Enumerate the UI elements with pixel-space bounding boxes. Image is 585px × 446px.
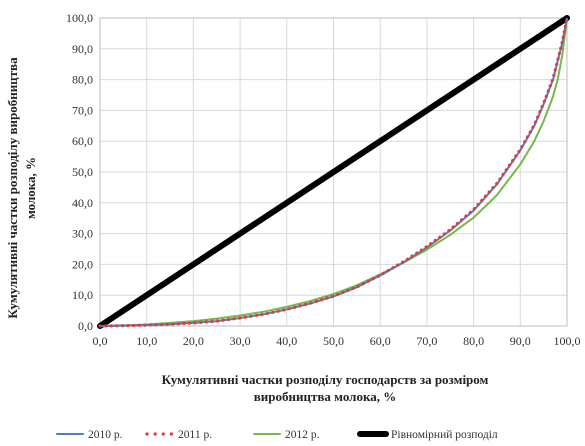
x-tick-label: 50,0	[323, 334, 344, 348]
x-axis-title-line-1: Кумулятивні частки розподілу господарств…	[162, 372, 489, 387]
y-tick-label: 30,0	[72, 227, 93, 241]
y-tick-label: 0,0	[78, 319, 93, 333]
legend: 2010 р. 2011 р. 2012 р. Рівномірний розподі…	[56, 429, 498, 441]
series-layer	[97, 15, 570, 329]
x-tick-label: 80,0	[463, 334, 484, 348]
y-tick-label: 10,0	[72, 288, 93, 302]
y-tick-label: 90,0	[72, 42, 93, 56]
x-tick-label: 60,0	[370, 334, 391, 348]
x-tick-label: 100,0	[554, 334, 581, 348]
x-tick-label: 20,0	[183, 334, 204, 348]
series-line-3	[97, 15, 570, 329]
y-tick-label: 20,0	[72, 257, 93, 271]
x-tick-label: 90,0	[510, 334, 531, 348]
y-tick-label: 60,0	[72, 134, 93, 148]
legend-label-1: 2011 р.	[178, 429, 212, 441]
x-tick-label: 40,0	[276, 334, 297, 348]
x-axis-title-line-2: виробництва молока, %	[254, 389, 396, 404]
series-line-0	[99, 17, 568, 327]
plot-area-border	[99, 17, 568, 327]
y-tick-label: 100,0	[66, 11, 93, 25]
y-axis-title-line-2: молока, %	[23, 157, 38, 219]
grid	[99, 17, 568, 327]
y-tick-label: 50,0	[72, 165, 93, 179]
y-axis-title-line-1: Кумулятивні частки розподілу виробництва	[5, 57, 20, 319]
x-axis-ticks: 0,0 10,0 20,0 30,0 40,0 50,0 60,0 70,0 80,0 90,0 1…	[93, 334, 581, 348]
x-tick-label: 0,0	[93, 334, 108, 348]
legend-label-2: 2012 р.	[285, 429, 320, 441]
y-axis-ticks: 0,0 10,0 20,0 30,0 40,0 50,0 60,0 70,0 80,0 90,0 1…	[66, 11, 93, 333]
legend-label-0: 2010 р.	[88, 429, 123, 441]
series-line-2	[99, 17, 568, 327]
x-tick-label: 70,0	[416, 334, 437, 348]
x-tick-label: 10,0	[136, 334, 157, 348]
y-tick-label: 40,0	[72, 196, 93, 210]
y-tick-label: 80,0	[72, 73, 93, 87]
x-tick-label: 30,0	[230, 334, 251, 348]
legend-label-3: Рівномірний розподіл	[391, 429, 498, 441]
y-tick-label: 70,0	[72, 103, 93, 117]
